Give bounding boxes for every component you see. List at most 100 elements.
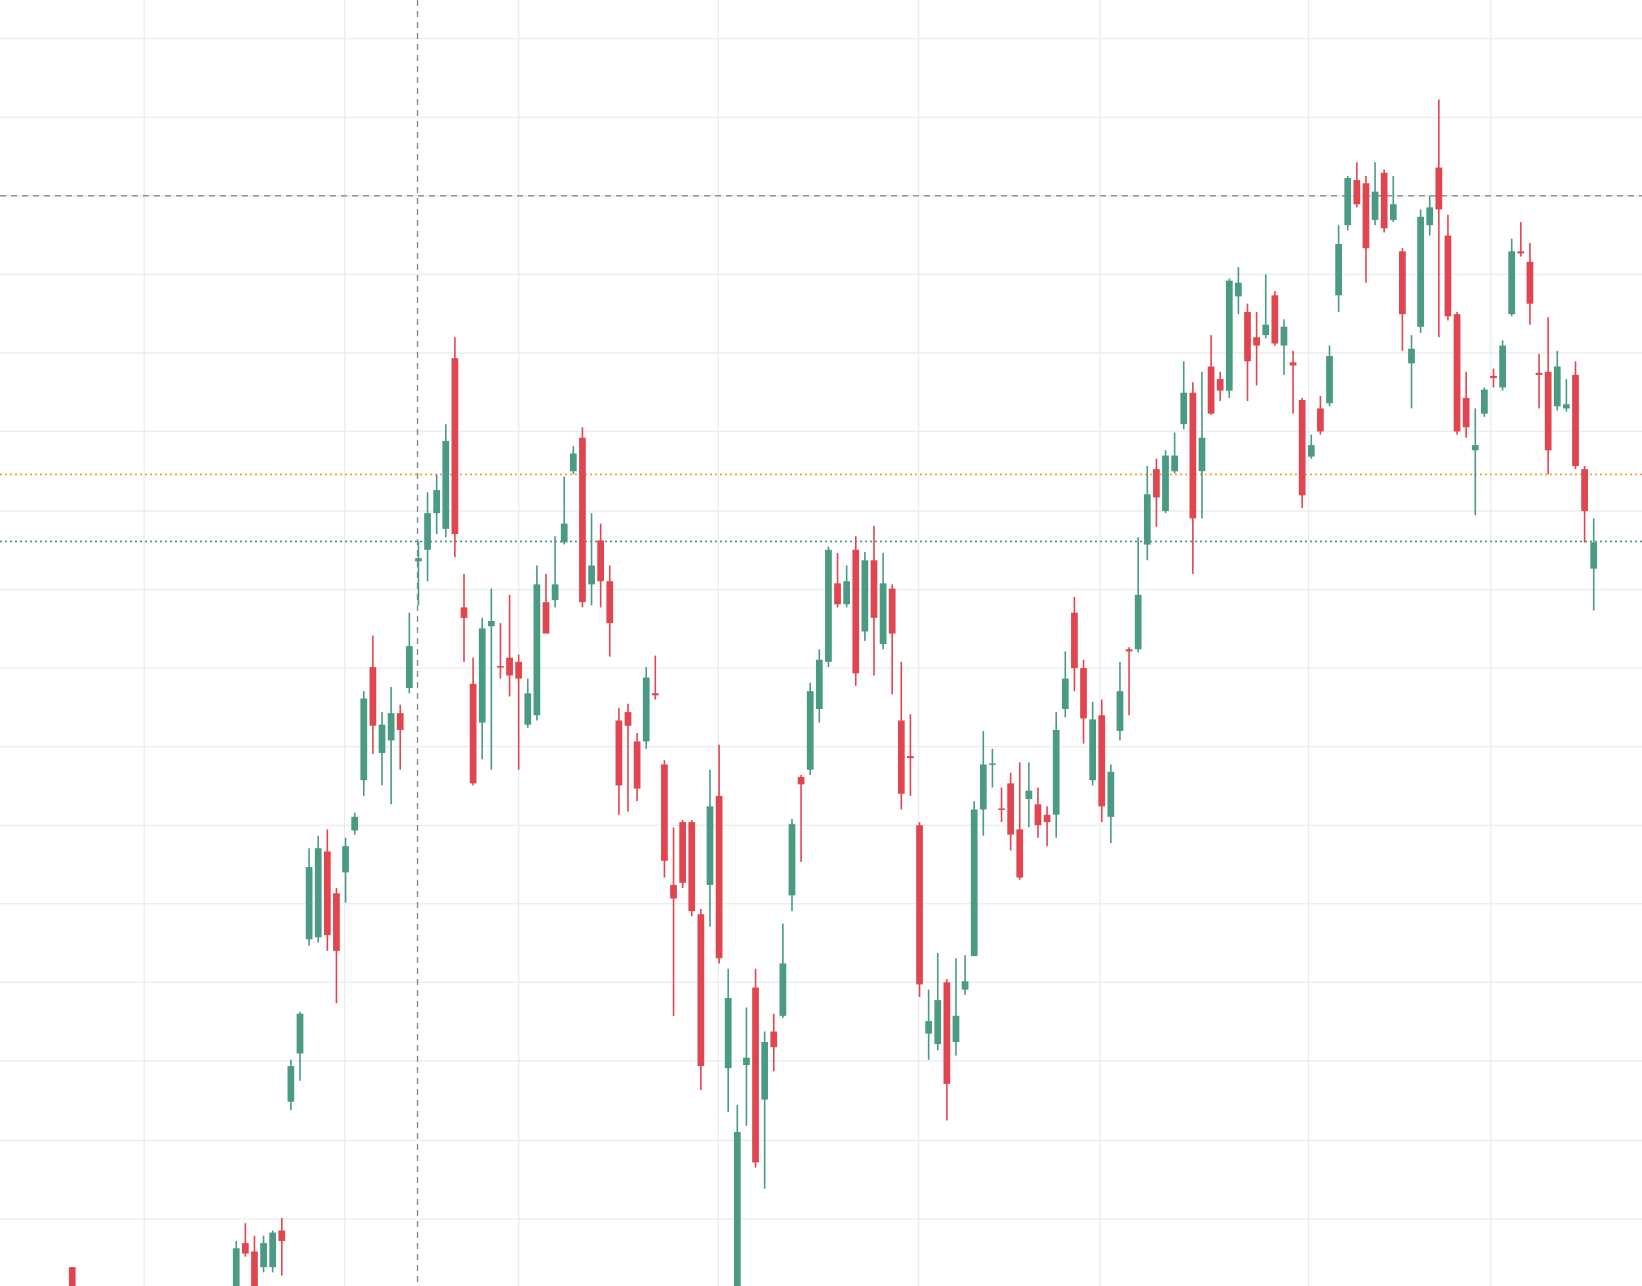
candle-body — [506, 657, 513, 676]
candle-body — [469, 683, 477, 784]
candle-body — [688, 822, 696, 912]
candle-body — [907, 756, 914, 759]
candle-body — [1553, 366, 1561, 407]
candle-body — [761, 1041, 769, 1100]
candle-body — [1189, 392, 1197, 519]
candle-body — [1298, 400, 1306, 496]
candle-body — [743, 1057, 750, 1066]
candle-body — [916, 825, 923, 985]
candle-body — [533, 584, 541, 716]
candle-body — [925, 1021, 933, 1034]
candle-body — [642, 677, 650, 742]
candle-body — [870, 560, 878, 618]
candle-body — [1371, 191, 1379, 220]
candle-body — [433, 490, 441, 514]
candle-body — [278, 1230, 286, 1241]
candle-body — [779, 963, 787, 1016]
candle-body — [1353, 180, 1361, 205]
candle-body — [378, 724, 386, 753]
candle-body — [788, 824, 796, 896]
candle-body — [1034, 804, 1042, 826]
candle-body — [1089, 719, 1097, 781]
candle-body — [1207, 366, 1215, 414]
candle-body — [241, 1243, 249, 1254]
candle-body — [260, 1243, 267, 1268]
candle-body — [415, 558, 422, 562]
candle-body — [715, 795, 723, 959]
candle-body — [697, 914, 705, 1067]
candle-body — [1581, 469, 1588, 512]
candle-body — [1399, 251, 1406, 315]
candle-body — [1125, 649, 1133, 652]
candle-body — [360, 698, 368, 781]
candle-body — [1572, 374, 1579, 467]
candle-body — [1335, 244, 1342, 296]
candle-body — [934, 1000, 942, 1045]
candle-body — [1235, 282, 1242, 297]
candle-body — [269, 1232, 277, 1268]
candle-body — [897, 720, 905, 794]
candle-body — [1280, 326, 1288, 346]
candle-body — [1435, 167, 1443, 210]
candle-body — [1061, 678, 1069, 709]
candle-body — [624, 712, 632, 726]
candle-body — [1380, 172, 1388, 229]
candle-body — [606, 581, 614, 624]
candle-body — [1417, 216, 1424, 327]
candle-body — [1162, 455, 1169, 512]
candle-body — [815, 659, 823, 709]
candle-body — [770, 1031, 778, 1048]
candle-body — [342, 846, 349, 873]
candle-body — [560, 523, 568, 543]
candle-body — [797, 777, 805, 785]
candle-body — [1408, 348, 1415, 364]
candle-body — [943, 982, 951, 1084]
candle-body — [478, 628, 486, 723]
candle-body — [487, 621, 495, 627]
candle-body — [952, 1015, 960, 1042]
candle-body — [597, 540, 605, 582]
candle-body — [1143, 494, 1151, 545]
candle-body — [1544, 371, 1552, 451]
candle-body — [1052, 729, 1060, 815]
candle-body — [1444, 235, 1452, 317]
candle-body — [888, 588, 896, 634]
candle-body — [551, 584, 559, 601]
candle-body — [369, 667, 377, 726]
candle-body — [1289, 362, 1297, 366]
candle-body — [1153, 469, 1160, 498]
candle-body — [1590, 542, 1598, 569]
candle-body — [879, 583, 887, 645]
candle-body — [1225, 280, 1233, 391]
candle-body — [333, 893, 340, 951]
candle-body — [1171, 455, 1178, 472]
candle-body — [1307, 445, 1315, 457]
candle-body — [724, 998, 732, 1069]
candle-body — [834, 583, 841, 605]
candle-body — [424, 513, 431, 550]
candle-body — [1198, 437, 1206, 472]
candle-body — [442, 440, 450, 529]
candle-body — [405, 646, 413, 689]
candle-body — [1517, 251, 1525, 254]
candle-body — [1253, 337, 1260, 346]
candle-body — [524, 693, 532, 725]
candle-body — [1481, 389, 1488, 414]
candle-body — [1389, 204, 1397, 220]
candle-body — [569, 453, 577, 472]
candle-body — [1080, 668, 1087, 719]
candle-body — [970, 809, 978, 957]
candle-body — [1134, 594, 1142, 650]
candle-body — [1462, 397, 1470, 428]
candle-body — [497, 666, 504, 668]
candle-body — [1499, 345, 1506, 388]
candle-body — [843, 581, 851, 605]
candle-body — [1216, 379, 1224, 391]
candle-body — [1071, 612, 1078, 669]
candle-body — [314, 848, 322, 938]
candle-body — [542, 602, 550, 634]
candle-body — [1426, 207, 1434, 226]
candle-body — [961, 981, 969, 990]
candle-body — [615, 720, 623, 786]
